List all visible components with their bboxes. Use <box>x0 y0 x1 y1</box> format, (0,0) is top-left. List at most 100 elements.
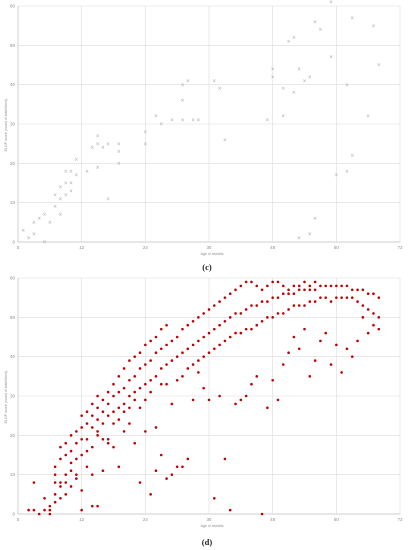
d-y-tick-label: 20 <box>10 433 16 438</box>
d-data-point <box>149 359 152 362</box>
d-data-point <box>207 331 211 335</box>
d-data-point <box>96 418 99 421</box>
d-data-point <box>361 316 365 319</box>
c-data-point: × <box>212 78 216 84</box>
d-data-point <box>37 512 41 516</box>
d-data-point <box>287 288 290 292</box>
c-data-point: × <box>106 141 110 147</box>
d-data-point <box>260 288 264 292</box>
panel-d-y-ticks: 0 10 20 30 40 50 60 <box>10 276 16 517</box>
d-data-point <box>101 422 105 425</box>
d-data-point <box>133 355 137 358</box>
d-data-point <box>64 473 68 476</box>
panel-d-points <box>27 280 381 516</box>
d-data-point <box>255 304 259 307</box>
d-data-point <box>239 284 243 288</box>
d-data-point <box>75 430 78 433</box>
c-data-point: × <box>32 220 36 226</box>
panel-d-x-ticks: 0 12 24 36 48 60 72 <box>17 517 403 522</box>
d-data-point <box>59 481 62 484</box>
d-data-point <box>303 327 306 331</box>
c-data-point: × <box>218 86 222 92</box>
d-data-point <box>297 284 301 288</box>
d-data-point <box>356 300 359 303</box>
d-data-point <box>32 508 36 512</box>
d-data-point <box>53 465 57 469</box>
d-data-point <box>80 453 83 457</box>
d-x-tick-label: 12 <box>79 517 85 522</box>
d-data-point <box>128 422 131 425</box>
d-data-point <box>197 339 200 343</box>
d-data-point <box>340 296 343 299</box>
d-data-point <box>117 465 121 469</box>
c-y-tick-label: 60 <box>10 4 16 9</box>
d-x-tick-label: 36 <box>206 517 212 522</box>
c-y-tick-label: 50 <box>10 43 16 48</box>
d-data-point <box>303 280 306 284</box>
c-data-point: × <box>85 169 89 175</box>
d-data-point <box>96 406 99 410</box>
d-data-point <box>239 398 243 402</box>
c-data-point: × <box>313 216 317 222</box>
d-data-point <box>197 316 200 319</box>
d-data-point <box>53 500 57 504</box>
c-data-point: × <box>281 114 285 120</box>
d-data-point <box>244 308 248 311</box>
d-data-point <box>213 327 216 331</box>
d-data-point <box>175 355 179 358</box>
d-data-point <box>80 508 83 512</box>
d-data-point <box>165 477 168 480</box>
d-y-tick-label: 40 <box>10 354 16 359</box>
c-data-point: × <box>159 122 163 128</box>
panel-c-y-axis-label: ELCP score (count of total items) <box>4 99 8 152</box>
d-data-point <box>48 504 52 508</box>
d-data-point <box>159 367 163 370</box>
d-data-point <box>112 382 115 386</box>
c-data-point: × <box>292 35 296 41</box>
c-data-point: × <box>90 145 94 151</box>
d-data-point <box>207 351 211 355</box>
c-data-point: × <box>170 118 174 124</box>
panel-d-y-axis-label: ELCP score (count of total items) <box>4 371 8 424</box>
c-data-point: × <box>117 149 121 155</box>
d-data-point <box>165 382 168 386</box>
d-data-point <box>154 335 158 339</box>
d-data-point <box>43 508 46 512</box>
d-data-point <box>175 335 179 339</box>
d-data-point <box>144 343 147 347</box>
d-data-point <box>144 363 147 366</box>
d-data-point <box>213 347 216 351</box>
d-data-point <box>361 304 365 307</box>
d-data-point <box>106 390 110 394</box>
c-x-tick-label: 72 <box>397 245 403 250</box>
c-data-point: × <box>96 133 100 139</box>
d-data-point <box>366 308 370 311</box>
d-data-point <box>53 473 57 476</box>
d-data-point <box>191 319 195 323</box>
d-data-point <box>138 367 142 370</box>
c-data-point: × <box>117 161 121 167</box>
c-data-point: × <box>48 220 52 226</box>
d-data-point <box>48 508 52 512</box>
d-data-point <box>96 504 99 508</box>
d-data-point <box>175 378 179 382</box>
c-x-tick-label: 0 <box>17 245 20 250</box>
d-data-point <box>218 323 221 327</box>
d-data-point <box>223 339 227 343</box>
d-data-point <box>191 343 195 347</box>
c-data-point: × <box>69 181 73 187</box>
d-data-point <box>90 414 94 417</box>
d-data-point <box>292 335 296 339</box>
c-data-point: × <box>69 169 73 175</box>
d-data-point <box>159 327 163 331</box>
d-data-point <box>27 508 30 512</box>
d-data-point <box>138 406 142 410</box>
d-data-point <box>223 296 227 299</box>
d-data-point <box>64 441 68 445</box>
d-data-point <box>218 343 221 347</box>
d-data-point <box>260 512 264 516</box>
c-data-point: × <box>271 74 275 80</box>
d-data-point <box>90 426 94 429</box>
d-data-point <box>345 347 349 351</box>
d-data-point <box>59 496 62 500</box>
